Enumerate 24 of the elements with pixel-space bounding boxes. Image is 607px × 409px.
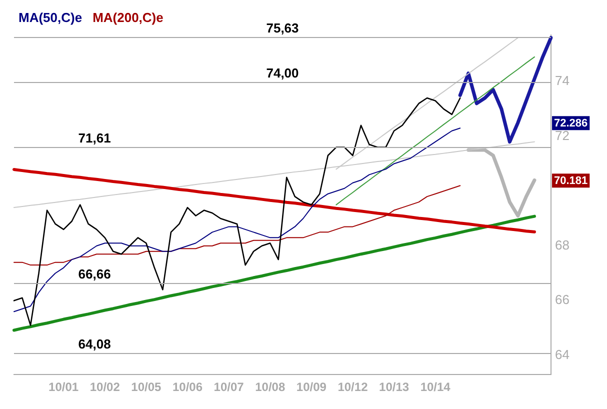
text: 72.286	[554, 118, 588, 130]
text: 70.181	[554, 175, 588, 188]
x-tick-label: 10/13	[379, 380, 410, 394]
y-tick-label: 68	[555, 237, 570, 252]
y-tick-label: 66	[555, 292, 570, 308]
y-tick-label: 64	[555, 347, 570, 362]
x-tick-label: 10/06	[172, 380, 203, 394]
x-tick-label: 10/02	[90, 380, 120, 394]
x-tick-label: 10/05	[131, 380, 162, 394]
x-tick-label: 10/08	[255, 380, 286, 394]
x-tick-label: 10/09	[296, 380, 327, 394]
y-tick-label: 72	[555, 128, 570, 143]
x-tick-label: 10/14	[420, 380, 451, 394]
y-tick-label: 74	[555, 73, 570, 88]
ref-line-label: 74,00	[266, 66, 299, 81]
x-tick-label: 10/07	[214, 380, 244, 394]
text: MA(200,C)e	[92, 10, 164, 26]
text: MA(50,C)e	[18, 10, 82, 26]
x-tick-label: 10/01	[48, 380, 79, 394]
ref-line-label: 71,61	[78, 130, 111, 146]
ref-line-label: 66,66	[78, 266, 111, 282]
x-tick-label: 10/12	[338, 380, 368, 394]
ref-line-label: 64,08	[78, 336, 111, 352]
ref-line-label: 75,63	[266, 20, 299, 36]
